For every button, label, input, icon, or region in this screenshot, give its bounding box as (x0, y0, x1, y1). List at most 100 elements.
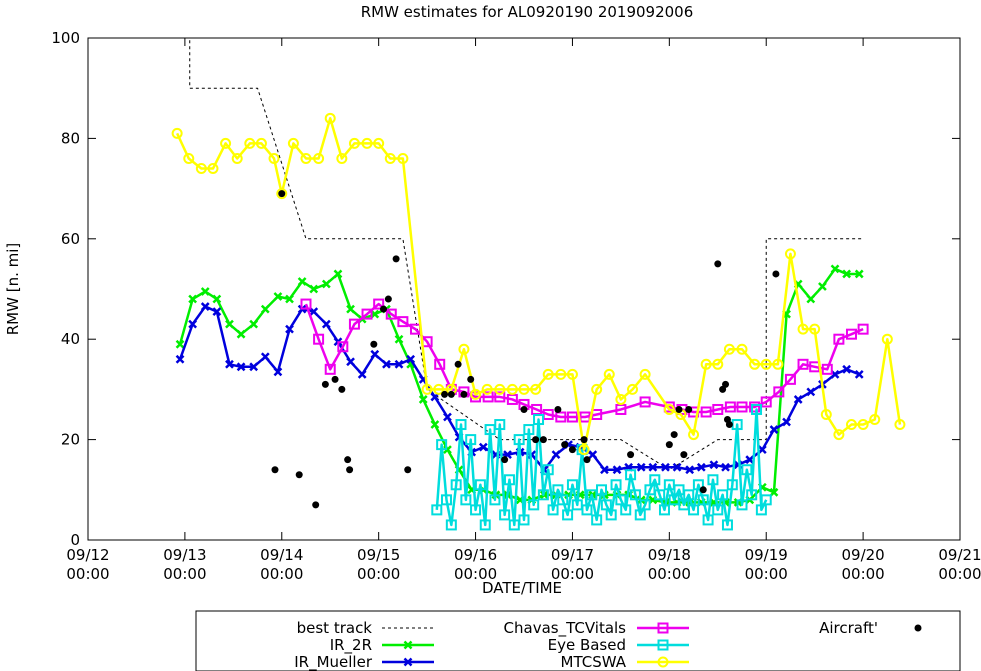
x-tick-label-time: 00:00 (551, 565, 594, 583)
data-point-ir-mueller (285, 324, 294, 334)
data-point-aircraft (331, 375, 339, 383)
data-point-eye-based (557, 494, 569, 506)
legend-swatch-marker (657, 622, 669, 634)
data-point-chavas-tcvitals (348, 318, 360, 330)
data-point-chavas-tcvitals (700, 406, 712, 418)
data-point-ir-2r (321, 279, 331, 289)
data-point-ir-2r (430, 420, 440, 429)
data-point-aircraft (561, 441, 569, 449)
x-tick-label-date: 09/19 (745, 546, 788, 564)
data-point-ir-2r (346, 304, 355, 314)
data-point-eye-based (634, 509, 646, 521)
data-point-mtcswa (183, 152, 195, 164)
data-point-mtcswa (760, 358, 772, 370)
data-point-aircraft (344, 456, 352, 464)
y-tick-label: 40 (61, 330, 80, 348)
legend-label: Aircraft' (819, 619, 878, 637)
data-point-ir-2r (212, 294, 222, 304)
data-point-eye-based (658, 504, 670, 516)
series-line-mtcswa (176, 117, 902, 451)
data-point-aircraft (580, 436, 588, 444)
data-point-mtcswa (481, 383, 493, 395)
data-point-mtcswa (384, 152, 396, 164)
data-point-ir-2r (309, 284, 319, 294)
data-point-mtcswa (615, 393, 627, 405)
data-point-mtcswa (845, 419, 857, 431)
data-point-eye-based (518, 514, 530, 526)
data-point-eye-based (440, 494, 452, 506)
data-point-ir-2r (285, 294, 294, 304)
data-point-ir-mueller (854, 369, 864, 379)
data-point-aircraft (680, 451, 688, 459)
data-point-chavas-tcvitals (313, 333, 325, 345)
data-point-chavas-tcvitals (797, 358, 809, 370)
data-point-chavas-tcvitals (833, 333, 845, 345)
data-point-eye-based (474, 479, 486, 491)
data-point-ir-mueller (806, 387, 816, 397)
series-line-eye-based (435, 408, 768, 527)
data-point-chavas-tcvitals (397, 316, 409, 328)
data-point-ir-2r (418, 395, 428, 404)
legend-swatch-marker (657, 639, 669, 651)
x-tick-label-date: 09/15 (357, 546, 400, 564)
legend-label: best track (297, 619, 373, 637)
data-point-ir-mueller (382, 359, 391, 369)
data-point-mtcswa (663, 403, 675, 415)
data-point-aircraft (370, 340, 378, 348)
x-tick-label-time: 00:00 (938, 565, 981, 583)
x-tick-label-date: 09/17 (551, 546, 594, 564)
data-point-mtcswa (591, 383, 603, 395)
data-point-mtcswa (749, 358, 761, 370)
legend-label: IR_Mueller (294, 653, 373, 671)
data-point-aircraft (675, 405, 683, 413)
data-point-eye-based (639, 499, 651, 511)
data-point-aircraft (346, 466, 354, 474)
data-point-eye-based (620, 504, 632, 516)
data-point-mtcswa (894, 419, 906, 431)
data-point-mtcswa (784, 248, 796, 260)
data-point-eye-based (547, 504, 559, 516)
data-point-aircraft (384, 295, 392, 303)
data-point-ir-mueller (588, 450, 598, 460)
legend-swatch-marker (403, 640, 413, 650)
data-point-eye-based (445, 519, 457, 531)
data-point-ir-mueller (612, 465, 622, 475)
data-point-ir-2r (273, 292, 283, 301)
data-point-eye-based (605, 509, 617, 521)
legend-entry-chavas-tcvitals: Chavas_TCVitals (504, 619, 689, 638)
data-point-aircraft (532, 436, 540, 444)
x-tick-label-time: 00:00 (454, 565, 497, 583)
data-point-mtcswa (171, 127, 183, 139)
data-point-mtcswa (458, 343, 470, 355)
series-layer (171, 37, 906, 531)
data-point-eye-based (479, 519, 491, 531)
legend-entry-ir-2r: IR_2R (330, 636, 434, 655)
data-point-ir-mueller (648, 462, 658, 472)
data-point-ir-2r (806, 294, 816, 304)
data-point-eye-based (688, 504, 700, 516)
data-point-aircraft (685, 405, 693, 413)
data-point-mtcswa (300, 152, 312, 164)
data-point-eye-based (513, 434, 525, 446)
data-point-chavas-tcvitals (385, 308, 397, 320)
data-point-mtcswa (723, 343, 735, 355)
data-point-ir-2r (842, 269, 852, 279)
y-tick-label: 20 (61, 431, 80, 449)
data-point-eye-based (721, 519, 733, 531)
data-point-ir-2r (225, 319, 234, 329)
data-point-aircraft (392, 255, 400, 263)
x-tick-label-date: 09/16 (454, 546, 497, 564)
series-chavas-tcvitals (300, 298, 869, 423)
data-point-eye-based (455, 419, 467, 431)
data-point-ir-mueller (346, 357, 355, 367)
data-point-aircraft (725, 421, 733, 429)
data-point-eye-based (499, 509, 511, 521)
data-point-aircraft (520, 405, 528, 413)
data-point-aircraft (295, 471, 303, 479)
data-point-mtcswa (603, 368, 615, 380)
data-point-eye-based (562, 509, 574, 521)
data-point-mtcswa (361, 137, 373, 149)
data-point-ir-mueller (357, 369, 367, 379)
